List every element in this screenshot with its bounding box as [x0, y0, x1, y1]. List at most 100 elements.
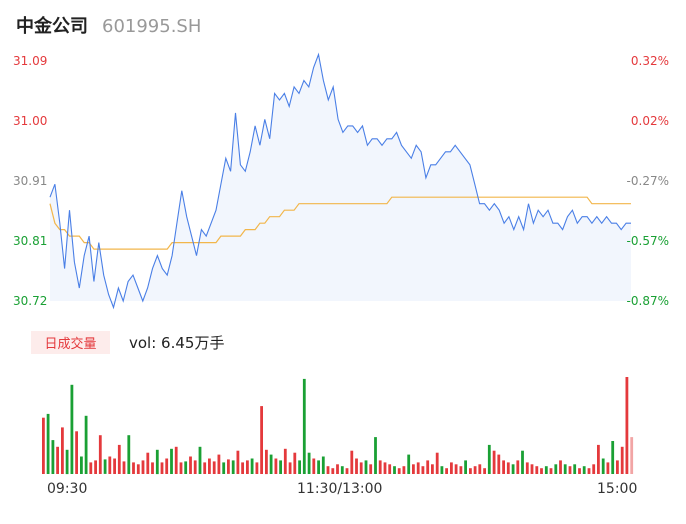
volume-bar — [478, 464, 482, 474]
volume-bar — [236, 450, 240, 474]
volume-bar — [293, 452, 297, 474]
volume-bar — [421, 466, 425, 474]
price-tick: 31.00 — [13, 114, 48, 128]
volume-bar — [544, 466, 548, 474]
pct-tick: 0.02% — [630, 114, 669, 128]
volume-bar — [540, 468, 543, 474]
volume-bar — [174, 446, 178, 474]
volume-bar — [184, 461, 188, 474]
volume-bar — [302, 378, 306, 474]
volume-bar — [502, 460, 505, 474]
volume-bar — [321, 456, 325, 474]
volume-bar — [108, 456, 112, 474]
volume-bar — [298, 460, 301, 474]
volume-bar — [274, 458, 278, 474]
volume-bar — [312, 458, 316, 474]
volume-bar — [56, 446, 59, 474]
volume-bar — [402, 466, 406, 474]
volume-bar — [136, 464, 140, 474]
volume-bar — [98, 435, 102, 474]
volume-bar — [355, 458, 358, 474]
volume-readout: vol: 6.45万手 — [129, 334, 225, 352]
volume-bar — [241, 462, 244, 474]
volume-bar — [374, 437, 377, 474]
volume-bar — [578, 468, 581, 474]
volume-bar — [383, 462, 387, 474]
volume-bar — [203, 462, 207, 474]
volume-bar — [459, 466, 463, 474]
volume-bar — [141, 460, 145, 474]
volume-bar — [611, 441, 615, 474]
volume-bar — [559, 460, 562, 474]
volume-bar — [345, 468, 349, 474]
volume-bar — [61, 427, 64, 474]
volume-bar — [336, 464, 339, 474]
volume-bar — [487, 444, 491, 474]
volume-bar — [407, 454, 411, 474]
volume-bar — [46, 413, 50, 474]
daily-volume-tag[interactable]: 日成交量 — [31, 331, 110, 354]
volume-bar — [89, 462, 93, 474]
volume-bar — [587, 468, 591, 474]
volume-bar — [601, 458, 605, 474]
price-tick: 30.91 — [13, 174, 48, 188]
volume-bar — [326, 466, 330, 474]
volume-bar — [179, 462, 183, 474]
volume-bar — [554, 464, 558, 474]
volume-bar — [127, 435, 131, 474]
volume-bar — [189, 456, 192, 474]
volume-bar — [416, 462, 420, 474]
volume-bar — [193, 460, 197, 474]
volume-bar — [331, 468, 335, 474]
pct-tick: -0.27% — [626, 174, 669, 188]
volume-bar — [117, 444, 121, 474]
volume-bar — [132, 462, 135, 474]
volume-bar — [388, 464, 392, 474]
price-area-fill — [50, 54, 631, 308]
volume-bar — [70, 384, 74, 474]
volume-bar — [412, 464, 415, 474]
volume-bar — [51, 440, 55, 474]
pct-tick: -0.87% — [626, 294, 669, 308]
volume-bar — [625, 377, 629, 474]
volume-bar — [454, 464, 458, 474]
volume-bar — [378, 460, 382, 474]
volume-bar — [616, 460, 619, 474]
stock-header: 中金公司 601995.SH — [16, 12, 201, 40]
volume-bar — [549, 468, 553, 474]
volume-bar — [431, 464, 434, 474]
volume-bar — [445, 468, 448, 474]
volume-bar — [198, 446, 202, 474]
volume-bar — [497, 454, 501, 474]
volume-bar — [511, 464, 515, 474]
volume-bar — [440, 466, 444, 474]
volume-bar — [212, 461, 216, 474]
volume-bar — [255, 462, 259, 474]
volume-bar — [521, 450, 524, 474]
volume-bar — [563, 464, 567, 474]
time-tick: 11:30/13:00 — [297, 481, 383, 497]
volume-bar — [364, 460, 368, 474]
time-tick: 09:30 — [47, 481, 88, 497]
volume-bar — [516, 460, 520, 474]
volume-bar — [492, 450, 496, 474]
volume-bar — [506, 462, 510, 474]
volume-bar — [573, 464, 577, 474]
price-tick: 30.72 — [13, 294, 48, 308]
volume-bar — [80, 456, 83, 474]
volume-bar — [568, 466, 572, 474]
volume-bar — [435, 452, 439, 474]
price-tick: 31.09 — [13, 54, 48, 68]
volume-bar — [122, 461, 126, 474]
volume-bar — [217, 454, 221, 474]
volume-bar — [630, 437, 634, 474]
volume-bar — [165, 458, 169, 474]
volume-bar — [317, 460, 320, 474]
volume-bar — [450, 462, 453, 474]
volume-bar — [260, 406, 263, 474]
volume-bar — [535, 466, 539, 474]
volume-bar — [464, 460, 467, 474]
volume-bar — [231, 460, 235, 474]
volume-bar — [222, 462, 226, 474]
volume-bar — [606, 462, 610, 474]
